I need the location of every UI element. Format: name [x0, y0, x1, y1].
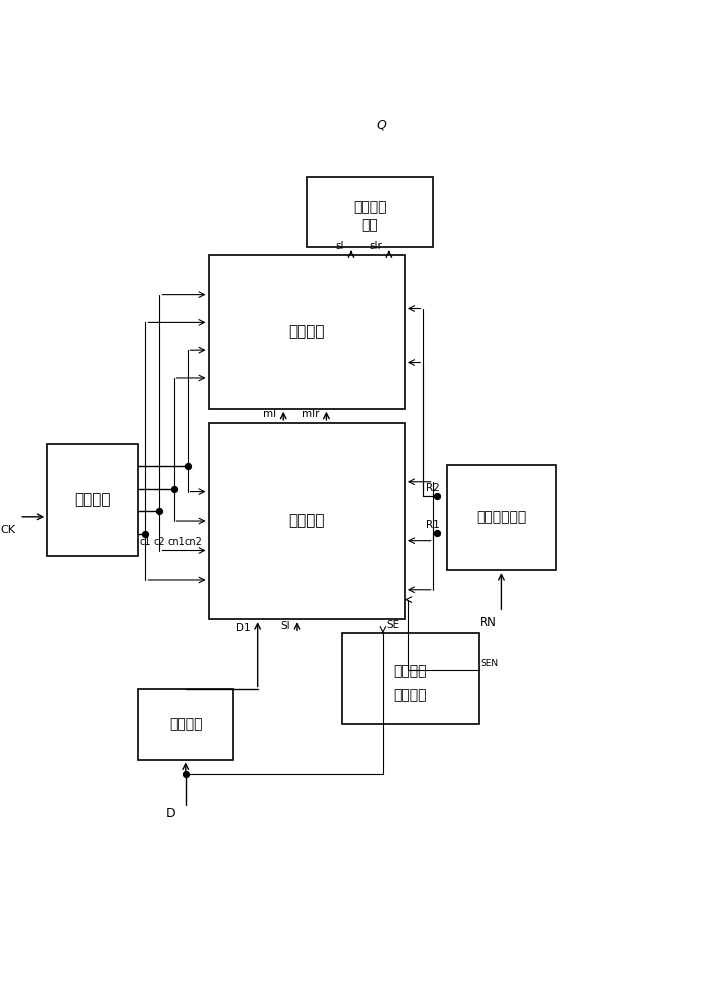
- Point: [182, 458, 193, 474]
- FancyBboxPatch shape: [209, 255, 405, 409]
- Text: c2: c2: [154, 537, 165, 547]
- FancyBboxPatch shape: [307, 177, 433, 247]
- Text: slr: slr: [369, 241, 382, 251]
- Point: [168, 481, 179, 497]
- Text: R2: R2: [426, 483, 440, 493]
- Text: 复位缓冲电路: 复位缓冲电路: [477, 511, 526, 525]
- Text: 从锁存器: 从锁存器: [289, 324, 325, 339]
- Point: [180, 766, 191, 782]
- Text: cn1: cn1: [168, 537, 186, 547]
- Text: SEN: SEN: [480, 659, 498, 668]
- Text: 输出缓冲: 输出缓冲: [353, 200, 387, 214]
- FancyBboxPatch shape: [139, 689, 233, 760]
- Text: 缓冲电路: 缓冲电路: [169, 717, 203, 731]
- Text: cn2: cn2: [184, 537, 202, 547]
- Point: [154, 503, 165, 519]
- Text: RN: RN: [480, 616, 497, 629]
- Text: D: D: [165, 807, 175, 820]
- Text: ml: ml: [263, 409, 277, 419]
- Point: [139, 526, 151, 542]
- FancyBboxPatch shape: [342, 633, 479, 724]
- Text: 电路: 电路: [362, 218, 378, 232]
- Text: mlr: mlr: [302, 409, 319, 419]
- FancyBboxPatch shape: [447, 465, 556, 570]
- Text: D1: D1: [236, 623, 251, 633]
- Text: 扫描控制: 扫描控制: [393, 665, 427, 679]
- Text: 缓冲电路: 缓冲电路: [393, 688, 427, 702]
- Text: SI: SI: [280, 621, 290, 631]
- Text: sl: sl: [336, 241, 344, 251]
- Text: Q: Q: [377, 119, 387, 132]
- FancyBboxPatch shape: [209, 423, 405, 619]
- Text: CK: CK: [1, 525, 16, 535]
- Point: [431, 525, 443, 541]
- Text: 时钟电路: 时钟电路: [74, 492, 111, 508]
- Text: 主锁存器: 主锁存器: [289, 514, 325, 529]
- Text: c1: c1: [140, 537, 152, 547]
- Text: R1: R1: [426, 520, 440, 530]
- FancyBboxPatch shape: [47, 444, 139, 556]
- Point: [431, 488, 443, 504]
- Text: SE: SE: [386, 620, 399, 630]
